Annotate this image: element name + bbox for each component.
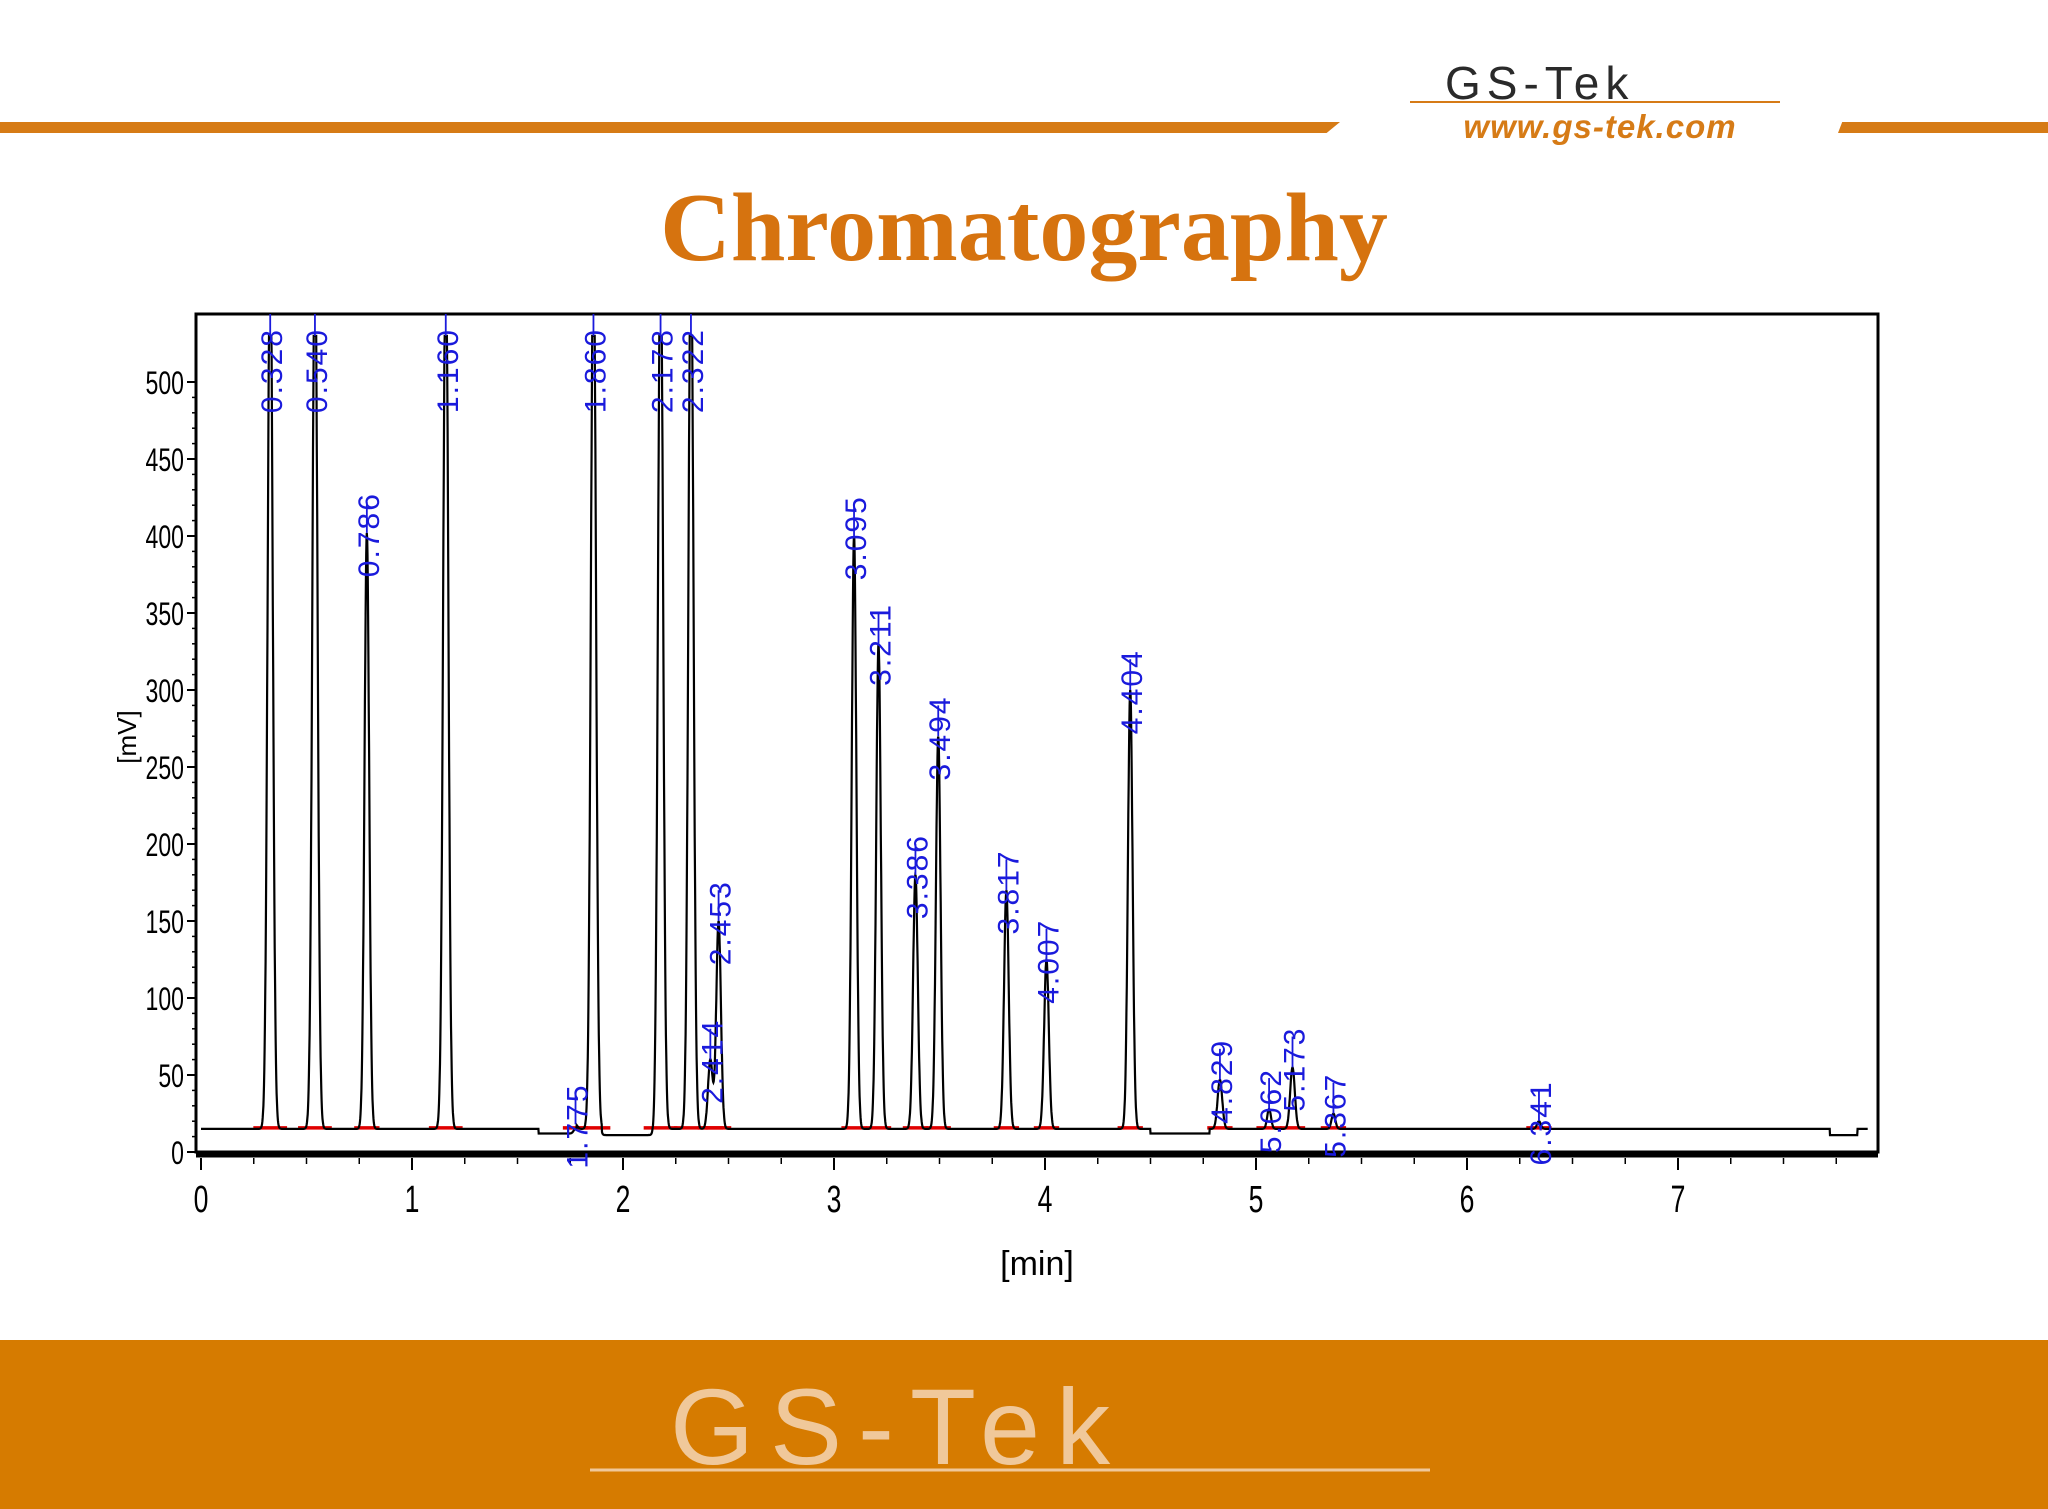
y-tick-label: 250 [146,750,184,786]
x-tick-label: 4 [1038,1177,1053,1220]
peak-label: 3.386 [901,834,934,919]
y-tick-label: 50 [158,1058,184,1094]
peak-label: 2.453 [705,880,738,965]
x-tick-label: 7 [1671,1177,1686,1220]
y-tick-label: 200 [146,827,184,863]
header-rule-left [0,122,1340,133]
x-tick-label: 5 [1249,1177,1264,1220]
gs-tek-logo-small: GS-Tek [1410,58,1780,108]
footer-band [0,1340,2048,1509]
peak-label: 2.322 [677,328,710,413]
gs-tek-logo-footer: GS-Tek [590,1366,1430,1482]
x-tick-label: 2 [616,1177,631,1220]
peak-label: 1.860 [579,328,612,413]
footer-logo-text: GS-Tek [670,1366,1126,1482]
chart-axes: 0 50 100 150 200 250 300 350 400 450 500 0 1 2 3 4 5 6 7 [146,312,1880,1220]
peak-labels: 0.328 0.540 0.786 1.160 1.775 1.860 2.1782.322… [256,328,1558,1169]
peak-label: 5.367 [1319,1073,1352,1158]
x-tick-label: 1 [405,1177,420,1220]
x-tick-label: 6 [1460,1177,1475,1220]
peak-label: 0.328 [256,328,289,413]
peak-label: 3.494 [924,695,957,780]
peak-label: 3.817 [992,849,1025,934]
y-tick-label: 400 [146,519,184,555]
peak-label: 0.786 [353,492,386,577]
peak-markers [269,314,1540,1125]
slide-title: Chromatography [660,174,1388,282]
peak-label: 4.404 [1116,649,1149,734]
chromatogram-trace [201,334,1868,1137]
y-tick-label: 500 [146,365,184,401]
peak-label: 4.829 [1206,1039,1239,1124]
y-tick-label: 350 [146,596,184,632]
y-tick-label: 0 [171,1135,184,1171]
peak-label: 1.160 [432,328,465,413]
peak-label: 0.540 [301,328,334,413]
peak-label: 5.173 [1279,1027,1312,1112]
peak-label: 2.178 [647,328,680,413]
peak-label: 4.007 [1032,919,1065,1004]
peak-label: 5.062 [1255,1068,1288,1153]
peak-label: 6.341 [1525,1080,1558,1165]
website-url: www.gs-tek.com [1463,108,1737,145]
x-axis-label: [min] [1000,1245,1074,1283]
y-tick-label: 100 [146,981,184,1017]
peak-label: 3.095 [840,495,873,580]
y-axis-label: [mV] [112,710,142,763]
y-tick-label: 450 [146,442,184,478]
x-tick-label: 3 [827,1177,842,1220]
y-tick-label: 150 [146,904,184,940]
peak-label: 2.414 [696,1019,729,1104]
header-rule-right [1838,122,2048,133]
x-tick-label: 0 [194,1177,209,1220]
peak-label: 3.211 [865,603,898,686]
logo-small-text: GS-Tek [1445,58,1634,108]
peak-label: 1.775 [562,1083,595,1168]
y-tick-label: 300 [146,673,184,709]
chromatogram-chart: 0 50 100 150 200 250 300 350 400 450 500 0 1 2 3 4 5 6 7 0… [112,312,1880,1283]
